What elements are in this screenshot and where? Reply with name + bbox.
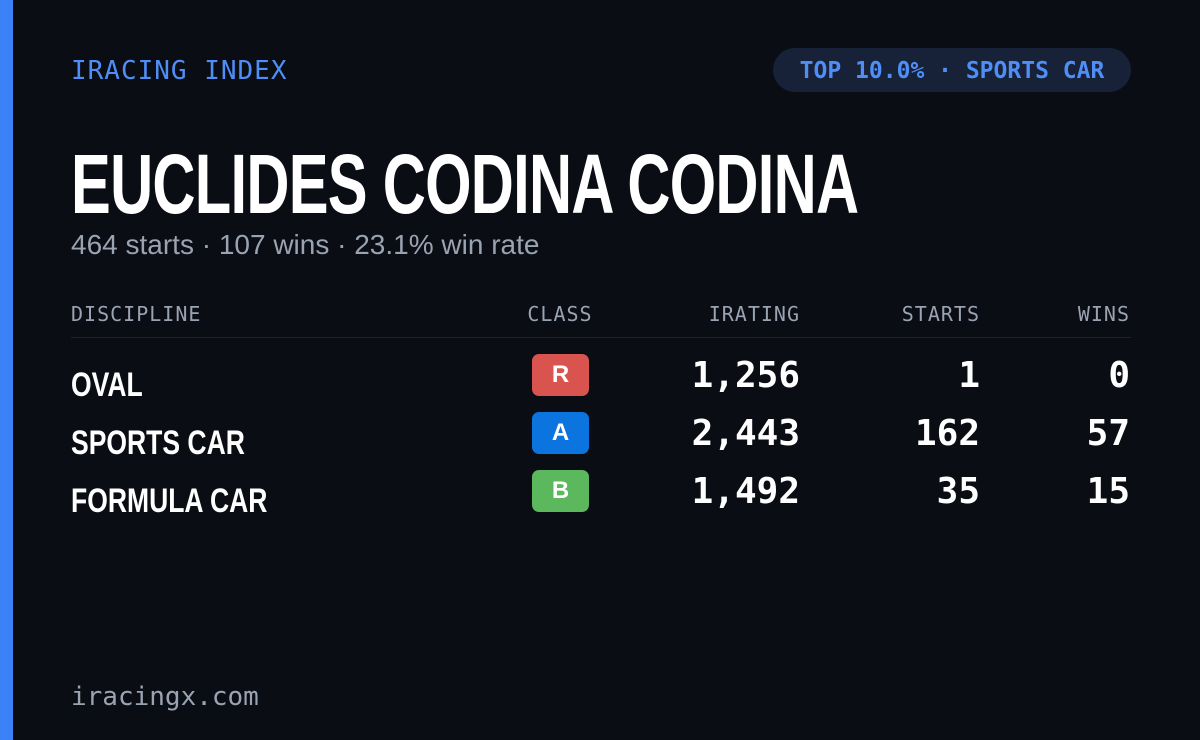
rank-badge: TOP 10.0% · SPORTS CAR	[773, 48, 1131, 92]
irating: 2,443	[691, 413, 800, 454]
starts: 162	[914, 413, 980, 454]
column-header: DISCIPLINE	[71, 302, 202, 326]
summary: 464 starts · 107 wins · 23.1% win rate	[71, 229, 540, 260]
starts: 35	[936, 471, 980, 512]
wins: 15	[1086, 471, 1130, 512]
discipline: FORMULA CAR	[71, 482, 268, 520]
class-badge: R	[532, 354, 589, 396]
column-header: WINS	[1077, 302, 1130, 326]
divider	[71, 337, 1131, 338]
wins: 57	[1086, 413, 1130, 454]
discipline: SPORTS CAR	[71, 424, 245, 462]
irating: 1,256	[691, 355, 800, 396]
irating: 1,492	[691, 471, 800, 512]
column-header: IRATING	[708, 302, 800, 326]
starts: 1	[958, 355, 980, 396]
column-header: STARTS	[901, 302, 980, 326]
column-header: CLASS	[527, 302, 593, 326]
class-badge: A	[532, 412, 589, 454]
driver-name: EUCLIDES CODINA CODINA	[71, 137, 859, 231]
footer-url: iracingx.com	[71, 682, 259, 712]
brand: IRACING INDEX	[71, 56, 288, 86]
class-badge: B	[532, 470, 589, 512]
wins: 0	[1108, 355, 1130, 396]
accent-bar	[0, 0, 13, 740]
discipline: OVAL	[71, 366, 143, 404]
